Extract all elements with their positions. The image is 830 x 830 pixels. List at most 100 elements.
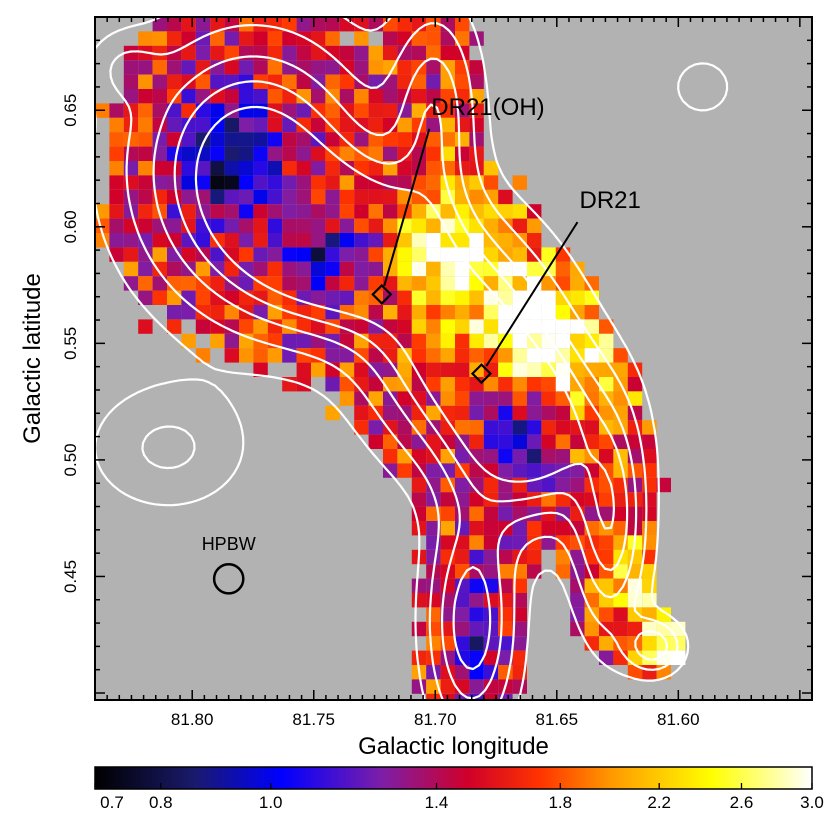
ratio-pixel	[368, 60, 383, 75]
x-tick-label: 81.80	[171, 710, 214, 729]
ratio-pixel	[138, 161, 153, 176]
ratio-pixel	[411, 578, 427, 593]
ratio-pixel	[253, 204, 268, 219]
ratio-pixel	[599, 506, 614, 521]
ratio-pixel	[469, 276, 484, 291]
ratio-pixel	[397, 276, 412, 291]
ratio-pixel	[440, 463, 455, 478]
ratio-pixel	[397, 305, 412, 320]
ratio-pixel	[498, 434, 513, 449]
ratio-pixel	[426, 290, 441, 305]
ratio-pixel	[411, 290, 427, 305]
ratio-pixel	[411, 420, 427, 435]
ratio-pixel	[469, 593, 484, 608]
ratio-pixel	[498, 391, 513, 406]
ratio-pixel	[613, 607, 628, 622]
ratio-pixel	[354, 175, 369, 190]
ratio-pixel	[325, 31, 340, 46]
ratio-pixel	[210, 60, 225, 75]
colorbar-tick-label: 2.2	[647, 793, 671, 812]
ratio-pixel	[656, 621, 671, 637]
x-tick-label: 81.60	[657, 710, 700, 729]
ratio-pixel	[296, 261, 311, 277]
ratio-pixel	[339, 175, 355, 190]
ratio-pixel	[397, 463, 412, 478]
ratio-pixel	[296, 31, 311, 46]
ratio-pixel	[570, 449, 585, 464]
ratio-pixel	[455, 420, 470, 435]
ratio-pixel	[253, 60, 268, 75]
ratio-pixel	[311, 17, 326, 32]
ratio-pixel	[599, 405, 614, 421]
ratio-pixel	[224, 305, 239, 320]
ratio-pixel	[483, 333, 499, 349]
ratio-pixel	[224, 89, 239, 104]
ratio-pixel	[455, 31, 470, 46]
ratio-pixel	[195, 319, 211, 334]
ratio-pixel	[440, 261, 455, 277]
ratio-pixel	[138, 31, 153, 46]
ratio-pixel	[570, 477, 585, 493]
ratio-pixel	[570, 319, 585, 334]
ratio-pixel	[570, 333, 585, 349]
ratio-pixel	[512, 449, 527, 464]
ratio-pixel	[152, 233, 167, 248]
ratio-pixel	[152, 89, 167, 104]
ratio-pixel	[296, 233, 311, 248]
ratio-pixel	[570, 521, 585, 536]
ratio-pixel	[195, 348, 211, 363]
ratio-pixel	[541, 434, 556, 449]
ratio-pixel	[325, 233, 340, 248]
ratio-pixel	[267, 218, 283, 233]
ratio-pixel	[455, 276, 470, 291]
ratio-pixel	[584, 362, 599, 377]
ratio-pixel	[224, 333, 239, 349]
ratio-pixel	[152, 276, 167, 291]
ratio-pixel	[109, 233, 124, 248]
ratio-pixel	[224, 146, 239, 161]
ratio-pixel	[397, 261, 412, 277]
ratio-pixel	[498, 377, 513, 392]
colorbar-tick-label: 1.4	[425, 793, 449, 812]
ratio-pixel	[426, 247, 441, 262]
ratio-pixel	[483, 247, 499, 262]
ratio-pixel	[570, 593, 585, 608]
ratio-pixel	[383, 117, 398, 133]
ratio-pixel	[642, 549, 657, 565]
ratio-pixel	[138, 89, 153, 104]
ratio-pixel	[181, 204, 196, 219]
ratio-pixel	[483, 449, 499, 464]
ratio-pixel	[383, 132, 398, 147]
ratio-pixel	[224, 247, 239, 262]
ratio-pixel	[411, 204, 427, 219]
ratio-pixel	[483, 161, 499, 176]
ratio-pixel	[541, 333, 556, 349]
ratio-pixel	[253, 103, 268, 118]
ratio-pixel	[296, 45, 311, 61]
ratio-pixel	[282, 103, 297, 118]
contour-line	[152, 55, 669, 700]
ratio-pixel	[397, 391, 412, 406]
ratio-pixel	[440, 103, 455, 118]
ratio-pixel	[469, 506, 484, 521]
ratio-pixel	[512, 391, 527, 406]
ratio-pixel	[469, 535, 484, 550]
ratio-pixel	[483, 564, 499, 579]
ratio-pixel	[311, 204, 326, 219]
ratio-pixel	[368, 103, 383, 118]
ratio-pixel	[483, 391, 499, 406]
ratio-pixel	[426, 305, 441, 320]
ratio-pixel	[325, 247, 340, 262]
ratio-pixel	[224, 117, 239, 133]
ratio-pixel	[469, 621, 484, 637]
ratio-pixel	[426, 521, 441, 536]
ratio-pixel	[527, 521, 542, 536]
ratio-pixel	[311, 276, 326, 291]
ratio-pixel	[455, 477, 470, 493]
ratio-pixel	[498, 492, 513, 507]
ratio-pixel	[555, 434, 571, 449]
ratio-pixel	[383, 261, 398, 277]
ratio-pixel	[411, 276, 427, 291]
ratio-pixel	[195, 161, 211, 176]
ratio-pixel	[109, 117, 124, 133]
